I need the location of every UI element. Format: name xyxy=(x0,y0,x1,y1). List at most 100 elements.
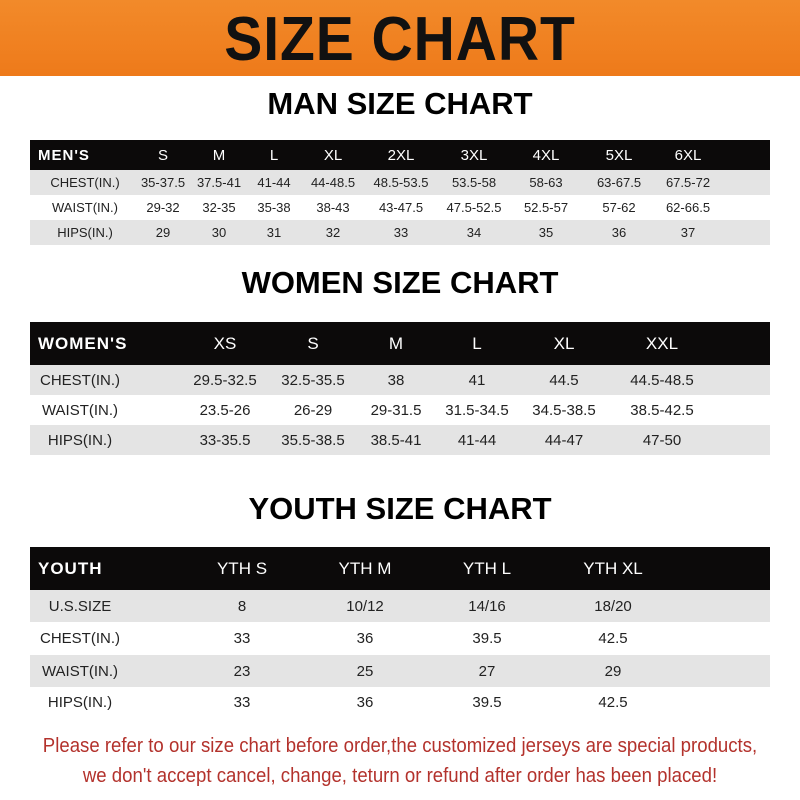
table-row: HIPS(IN.) 29 30 31 32 33 34 35 36 37 xyxy=(30,220,770,245)
row-label: WAIST(IN.) xyxy=(41,401,119,419)
table-title-cell: MEN'S xyxy=(38,146,90,164)
table-cell: 8 xyxy=(237,597,247,615)
table-cell: 35 xyxy=(538,225,554,240)
size-header-cell: 4XL xyxy=(532,146,560,164)
row-label: CHEST(IN.) xyxy=(40,630,120,647)
table-cell: 34.5-38.5 xyxy=(532,401,596,419)
table-cell: 33 xyxy=(233,630,251,647)
table-cell: 26-29 xyxy=(293,401,333,419)
table-cell: 62-66.5 xyxy=(665,200,711,215)
table-row: HIPS(IN.) 33 36 39.5 42.5 xyxy=(30,687,770,718)
table-cell: 39.5 xyxy=(472,630,502,647)
table-row: CHEST(IN.) 29.5-32.5 32.5-35.5 38 41 44.5 44.5… xyxy=(30,365,770,395)
table-row: WAIST(IN.) 23 25 27 29 xyxy=(30,655,770,687)
table-cell: 44-47 xyxy=(544,431,584,449)
size-header-cell: YTH L xyxy=(462,558,512,578)
table-cell: 38.5-42.5 xyxy=(630,401,694,419)
size-chart-banner: SIZE CHART xyxy=(0,0,800,76)
table-cell: 29-31.5 xyxy=(370,401,422,419)
table-cell: 36 xyxy=(611,225,627,240)
table-cell: 36 xyxy=(356,694,374,711)
table-cell: 44.5 xyxy=(549,371,579,389)
men-header-row: MEN'S S M L XL 2XL 3XL 4XL 5XL 6XL xyxy=(30,140,770,170)
row-label: WAIST(IN.) xyxy=(41,662,119,680)
table-row: WAIST(IN.) 29-32 32-35 35-38 38-43 43-47.5 47.… xyxy=(30,195,770,220)
table-cell: 30 xyxy=(211,225,227,240)
size-header-cell: 2XL xyxy=(387,146,415,164)
table-cell: 41-44 xyxy=(457,431,497,449)
notice-line-1: Please refer to our size chart before or… xyxy=(42,735,758,757)
table-cell: 32 xyxy=(325,225,341,240)
size-header-cell: M xyxy=(212,146,226,164)
table-cell: 32.5-35.5 xyxy=(281,371,345,389)
table-cell: 29 xyxy=(604,662,622,680)
women-header-row: WOMEN'S XS S M L XL XXL xyxy=(30,322,770,365)
table-cell: 37 xyxy=(680,225,696,240)
table-row: CHEST(IN.) 33 36 39.5 42.5 xyxy=(30,622,770,655)
row-label: HIPS(IN.) xyxy=(47,694,113,711)
table-title-cell: YOUTH xyxy=(38,558,103,578)
table-cell: 48.5-53.5 xyxy=(373,175,429,190)
table-cell: 37.5-41 xyxy=(196,175,242,190)
size-header-cell: YTH XL xyxy=(583,558,643,578)
table-cell: 29.5-32.5 xyxy=(193,371,257,389)
table-cell: 29-32 xyxy=(146,200,180,215)
table-cell: 29 xyxy=(155,225,171,240)
table-cell: 41 xyxy=(468,371,486,389)
table-row: WAIST(IN.) 23.5-26 26-29 29-31.5 31.5-34.5 34… xyxy=(30,395,770,425)
table-cell: 23 xyxy=(233,662,251,680)
table-cell: 39.5 xyxy=(472,694,502,711)
men-section-title: MAN SIZE CHART xyxy=(267,86,533,121)
size-header-cell: XXL xyxy=(645,333,679,353)
size-header-cell: XS xyxy=(213,333,237,353)
table-cell: 10/12 xyxy=(346,597,384,615)
table-cell: 31 xyxy=(266,225,282,240)
table-cell: 14/16 xyxy=(468,597,506,615)
size-header-cell: L xyxy=(269,146,279,164)
row-label: HIPS(IN.) xyxy=(47,431,113,449)
table-cell: 47.5-52.5 xyxy=(446,200,502,215)
row-label: WAIST(IN.) xyxy=(52,200,118,215)
size-header-cell: M xyxy=(388,333,404,353)
table-cell: 38 xyxy=(387,371,405,389)
table-row: CHEST(IN.) 35-37.5 37.5-41 41-44 44-48.5 48.5… xyxy=(30,170,770,195)
size-header-cell: YTH M xyxy=(338,558,392,578)
size-header-cell: YTH S xyxy=(216,558,268,578)
table-cell: 32-35 xyxy=(202,200,236,215)
size-header-cell: S xyxy=(157,146,169,164)
table-cell: 52.5-57 xyxy=(523,200,569,215)
row-label: CHEST(IN.) xyxy=(50,175,120,190)
table-cell: 36 xyxy=(356,630,374,647)
table-cell: 58-63 xyxy=(529,175,563,190)
table-cell: 38-43 xyxy=(316,200,350,215)
row-label: U.S.SIZE xyxy=(48,597,112,615)
table-cell: 44-48.5 xyxy=(310,175,356,190)
size-header-cell: L xyxy=(472,333,482,353)
table-cell: 53.5-58 xyxy=(451,175,497,190)
notice-line-2: we don't accept cancel, change, teturn o… xyxy=(82,765,718,787)
table-row: HIPS(IN.) 33-35.5 35.5-38.5 38.5-41 41-44 44-… xyxy=(30,425,770,455)
table-cell: 33 xyxy=(233,694,251,711)
table-cell: 47-50 xyxy=(642,431,682,449)
row-label: CHEST(IN.) xyxy=(40,371,120,389)
table-cell: 35-38 xyxy=(257,200,291,215)
youth-section-title: YOUTH SIZE CHART xyxy=(248,491,552,526)
table-cell: 23.5-26 xyxy=(199,401,251,419)
size-header-cell: XL xyxy=(553,333,575,353)
table-cell: 31.5-34.5 xyxy=(445,401,509,419)
size-header-cell: S xyxy=(307,333,319,353)
table-cell: 42.5 xyxy=(598,694,628,711)
table-cell: 67.5-72 xyxy=(665,175,711,190)
table-cell: 33 xyxy=(393,225,409,240)
table-title-cell: WOMEN'S xyxy=(38,333,128,353)
size-header-cell: 3XL xyxy=(460,146,488,164)
size-header-cell: XL xyxy=(323,146,343,164)
table-cell: 27 xyxy=(478,662,496,680)
table-cell: 35.5-38.5 xyxy=(281,431,345,449)
size-header-cell: 5XL xyxy=(605,146,633,164)
row-label: HIPS(IN.) xyxy=(57,225,113,240)
table-cell: 43-47.5 xyxy=(378,200,424,215)
table-cell: 35-37.5 xyxy=(140,175,186,190)
table-cell: 63-67.5 xyxy=(596,175,642,190)
table-cell: 18/20 xyxy=(594,597,632,615)
